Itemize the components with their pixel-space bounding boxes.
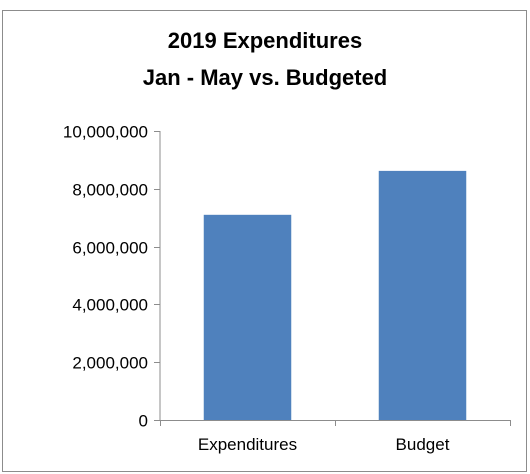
y-tick-label: 10,000,000	[63, 123, 148, 142]
bar-budget	[378, 170, 467, 420]
y-tick-label: 8,000,000	[72, 181, 148, 200]
y-tick-label: 6,000,000	[72, 239, 148, 258]
chart-title-line-2: Jan - May vs. Budgeted	[142, 65, 388, 90]
chart-title: 2019 Expenditures Jan - May vs. Budgeted	[0, 22, 530, 96]
y-tick-label: 2,000,000	[72, 354, 148, 373]
bar-expenditures	[203, 214, 292, 420]
x-category-label: Budget	[396, 435, 450, 454]
y-tick-label: 4,000,000	[72, 296, 148, 315]
chart-title-line-1: 2019 Expenditures	[167, 28, 363, 53]
x-category-label: Expenditures	[198, 435, 297, 454]
y-tick-label: 0	[139, 412, 148, 431]
